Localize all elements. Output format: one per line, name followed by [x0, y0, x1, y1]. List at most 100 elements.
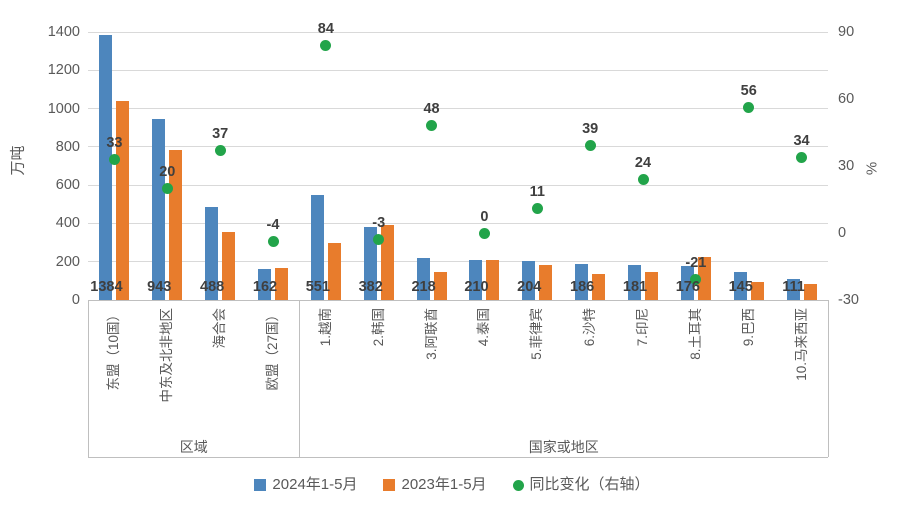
- bar-2023: [645, 272, 658, 300]
- yoy-dot: [161, 182, 173, 194]
- yoy-label: 0: [480, 208, 489, 225]
- yoy-dot: [373, 234, 385, 246]
- category-label-text: 中东及北非地区: [159, 308, 175, 403]
- x-axis-line: [88, 300, 828, 301]
- category-label-text: 海合会: [212, 308, 228, 349]
- category-label-text: 5.菲律宾: [529, 308, 545, 360]
- bar-2023: [116, 100, 130, 300]
- bar-2023: [697, 257, 711, 300]
- bar-2024: [469, 259, 483, 300]
- value-label: 488: [200, 279, 225, 295]
- legend-dot-marker: [512, 479, 524, 491]
- category-label-text: 8.土耳其: [687, 308, 703, 360]
- yoy-label: 37: [212, 125, 229, 142]
- legend: 2024年1-5月 2023年1-5月 同比变化（右轴）: [0, 476, 904, 494]
- yoy-label: -4: [266, 217, 280, 234]
- left-axis-tick-label: 0: [71, 292, 80, 308]
- bar-2023: [750, 282, 764, 300]
- yoy-label: 39: [582, 121, 599, 138]
- category-label-text: 1.越南: [317, 308, 333, 347]
- bar-2023: [380, 224, 394, 300]
- category-box-line: [827, 300, 829, 457]
- category-label-text: 东盟（10国）: [106, 308, 122, 391]
- category-label-text: 4.泰国: [476, 308, 492, 347]
- right-axis-tick-label: 30: [838, 158, 855, 174]
- yoy-dot: [478, 227, 490, 239]
- bar-2024: [575, 264, 589, 300]
- yoy-dot: [690, 274, 702, 286]
- yoy-label: 56: [740, 83, 757, 100]
- legend-item: 2023年1-5月: [383, 476, 487, 494]
- yoy-dot: [637, 173, 649, 185]
- category-label-text: 10.马来西亚: [793, 308, 809, 381]
- yoy-dot: [267, 236, 279, 248]
- yoy-dot: [531, 202, 543, 214]
- gridline: [88, 108, 828, 110]
- yoy-label: 24: [634, 154, 652, 171]
- yoy-dot: [743, 102, 755, 114]
- left-axis-title: 万吨: [9, 145, 27, 176]
- legend-label: 2024年1-5月: [272, 476, 358, 493]
- yoy-label: -21: [685, 255, 707, 272]
- value-label: 186: [570, 279, 595, 295]
- category-label-text: 2.韩国: [370, 308, 386, 347]
- bar-2023: [592, 274, 606, 300]
- value-label: 210: [464, 279, 489, 295]
- right-axis-tick-label: 90: [838, 24, 855, 40]
- value-label: 111: [782, 279, 805, 295]
- bar-2024: [363, 226, 377, 300]
- gridline: [88, 184, 828, 186]
- value-label: 181: [622, 279, 648, 295]
- right-axis-title: %: [863, 161, 881, 176]
- yoy-dot: [214, 144, 226, 156]
- yoy-dot: [320, 39, 332, 51]
- left-axis-tick-label: 200: [55, 253, 80, 270]
- legend-square-marker: [254, 479, 267, 491]
- bar-2023: [275, 267, 288, 300]
- bar-2024: [733, 272, 747, 300]
- bar-2023: [803, 284, 817, 300]
- left-axis-tick-label: 800: [55, 138, 80, 155]
- bar-2023: [486, 259, 500, 300]
- category-group-label: 区域: [179, 439, 208, 455]
- yoy-label: 48: [423, 101, 440, 118]
- gridline: [88, 222, 828, 224]
- yoy-label: -3: [372, 215, 386, 232]
- value-label: 204: [517, 279, 542, 295]
- value-label: 382: [358, 279, 383, 295]
- value-label: 1384: [90, 279, 123, 295]
- bar-2024: [416, 258, 430, 300]
- right-axis-tick-label: -30: [838, 292, 859, 308]
- yoy-label: 33: [106, 134, 123, 151]
- bar-2024: [99, 35, 113, 300]
- legend-item: 同比变化（右轴）: [512, 476, 650, 494]
- bar-2024: [628, 265, 641, 300]
- yoy-dot: [584, 140, 596, 152]
- category-box-line: [298, 300, 300, 457]
- left-axis-tick-label: 400: [55, 215, 80, 232]
- left-axis-tick-label: 1400: [47, 24, 80, 40]
- legend-square-marker: [383, 479, 396, 491]
- category-label-text: 3.阿联酋: [423, 308, 439, 360]
- yoy-label: 11: [529, 183, 545, 200]
- yoy-dot: [426, 120, 438, 132]
- legend-label: 同比变化（右轴）: [529, 476, 650, 493]
- gridline: [88, 261, 828, 263]
- bar-2024: [522, 260, 536, 300]
- yoy-dot: [796, 151, 808, 163]
- right-axis-tick-label: 60: [838, 91, 855, 107]
- category-label-text: 6.沙特: [582, 308, 598, 347]
- yoy-label: 34: [793, 132, 810, 149]
- gridline: [88, 146, 828, 148]
- yoy-dot: [108, 153, 120, 165]
- value-label: 176: [675, 279, 700, 295]
- category-label-text: 9.巴西: [740, 308, 756, 347]
- category-label-text: 7.印尼: [635, 308, 650, 347]
- bar-2024: [258, 268, 271, 300]
- value-label: 551: [305, 279, 330, 295]
- category-group-label: 国家或地区: [528, 439, 599, 455]
- bar-2024: [310, 194, 324, 300]
- left-axis-tick-label: 600: [55, 177, 80, 194]
